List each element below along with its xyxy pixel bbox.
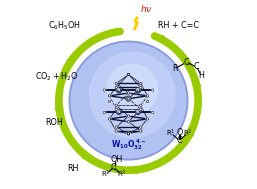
Circle shape [71,43,186,158]
Text: O: O [176,128,182,137]
Circle shape [152,89,154,91]
Text: $\mathrm{CO_2 + H_2O}$: $\mathrm{CO_2 + H_2O}$ [35,71,79,83]
Circle shape [108,118,111,120]
Circle shape [115,82,117,85]
Circle shape [116,88,121,93]
Circle shape [115,104,117,106]
Circle shape [127,98,130,100]
Circle shape [140,104,142,106]
Text: RH + C=C: RH + C=C [158,21,199,30]
Circle shape [152,112,154,114]
Text: $\mathbf{W_{10}O_{32}^{\ 4-}}$: $\mathbf{W_{10}O_{32}^{\ 4-}}$ [111,137,146,152]
Text: W: W [136,110,140,114]
Text: $\mathrm{R^1}$: $\mathrm{R^1}$ [101,168,110,180]
Circle shape [108,100,111,103]
Circle shape [140,108,142,110]
Circle shape [127,73,130,76]
Text: $h\nu$: $h\nu$ [140,3,152,14]
Circle shape [69,41,188,160]
Circle shape [140,126,142,128]
Circle shape [146,100,149,103]
Circle shape [136,109,141,114]
Circle shape [115,108,117,110]
Text: C: C [194,62,199,71]
Circle shape [146,118,149,120]
Circle shape [146,95,149,97]
Text: H: H [198,71,204,80]
Text: C: C [177,136,182,145]
Text: W: W [136,88,140,92]
Text: $\mathrm{C_6H_5OH}$: $\mathrm{C_6H_5OH}$ [48,20,80,33]
Circle shape [140,82,142,85]
Text: C: C [111,163,116,172]
Text: W: W [117,110,121,114]
Circle shape [108,95,111,97]
Circle shape [127,115,130,117]
Circle shape [140,86,142,89]
Circle shape [136,88,141,93]
Circle shape [127,92,130,94]
Circle shape [140,130,142,132]
Text: W: W [117,88,121,92]
Circle shape [90,52,175,138]
Circle shape [103,112,105,114]
Text: ROH: ROH [45,118,62,127]
Text: $\mathrm{R^1}$: $\mathrm{R^1}$ [166,127,176,139]
Circle shape [127,121,130,123]
Circle shape [115,86,117,89]
Circle shape [115,126,117,128]
Text: C: C [183,58,189,67]
Circle shape [103,89,105,91]
Circle shape [115,130,117,132]
Circle shape [127,132,130,135]
Text: W: W [127,97,130,101]
Circle shape [126,96,131,101]
Circle shape [107,64,157,114]
Circle shape [127,73,130,76]
Circle shape [116,109,121,114]
Text: R: R [172,64,177,73]
Text: OH: OH [110,155,122,164]
Text: $\mathrm{R^2}$: $\mathrm{R^2}$ [183,127,192,139]
Text: $\mathrm{R^2}$: $\mathrm{R^2}$ [117,168,126,180]
Circle shape [127,132,130,135]
Text: RH: RH [67,164,79,173]
